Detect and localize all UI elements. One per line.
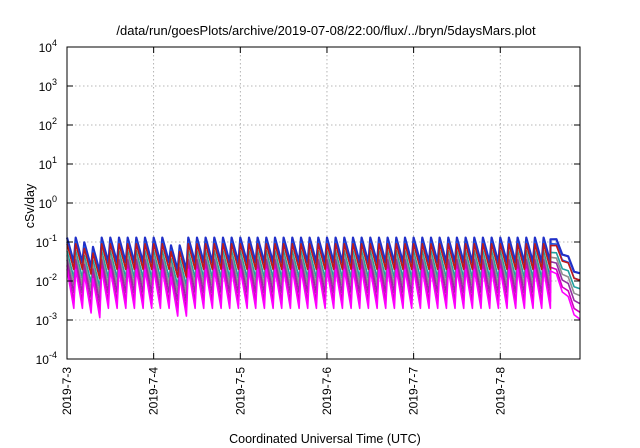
y-tick-label: 101 bbox=[39, 155, 57, 172]
x-axis-ticks: 2019-7-3 2019-7-4 2019-7-5 2019-7-6 2019-7-7… bbox=[60, 47, 507, 415]
y-tick-label: 104 bbox=[39, 38, 57, 55]
x-tick-label: 2019-7-4 bbox=[147, 367, 161, 415]
x-tick-label: 2019-7-7 bbox=[407, 367, 421, 415]
y-tick-label: 10-4 bbox=[36, 350, 57, 367]
y-tick-label: 10-3 bbox=[36, 311, 57, 328]
y-axis-label: cSv/day bbox=[23, 183, 37, 228]
x-tick-label: 2019-7-3 bbox=[60, 367, 74, 415]
y-tick-label: 100 bbox=[39, 194, 57, 211]
chart-title: /data/run/goesPlots/archive/2019-07-08/2… bbox=[116, 23, 536, 38]
y-tick-label: 10-2 bbox=[36, 272, 57, 289]
x-axis-label: Coordinated Universal Time (UTC) bbox=[229, 432, 421, 446]
series-line bbox=[66, 268, 581, 320]
x-tick-label: 2019-7-8 bbox=[493, 367, 507, 415]
y-tick-label: 103 bbox=[39, 77, 57, 94]
y-tick-label: 102 bbox=[39, 116, 57, 133]
y-tick-label: 10-1 bbox=[36, 233, 57, 250]
grid bbox=[67, 47, 580, 359]
y-axis-ticks: 10-4 10-3 10-2 10-1 100 101 102 103 104 bbox=[36, 38, 580, 367]
x-tick-label: 2019-7-5 bbox=[233, 367, 247, 415]
x-tick-label: 2019-7-6 bbox=[320, 367, 334, 415]
series-line bbox=[66, 243, 581, 281]
data-series bbox=[65, 236, 581, 320]
